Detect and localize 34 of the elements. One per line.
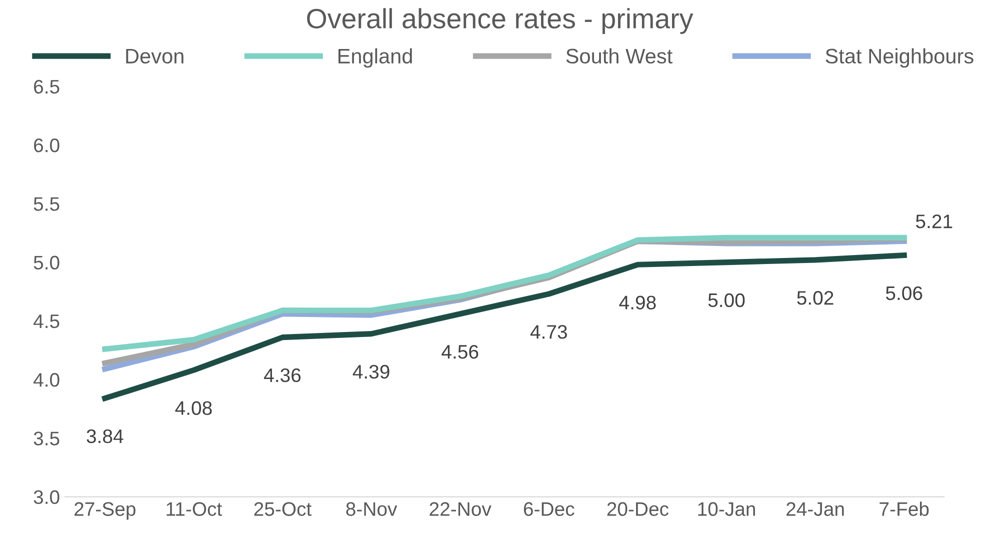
legend-label: Stat Neighbours bbox=[826, 48, 974, 68]
y-tick-label: 5.0 bbox=[34, 256, 60, 270]
legend-label: Devon bbox=[126, 48, 184, 64]
data-label: 5.02 bbox=[797, 291, 834, 305]
x-tick-label: 8-Nov bbox=[346, 502, 398, 516]
x-tick-label: 24-Jan bbox=[786, 502, 844, 516]
y-tick-label: 3.5 bbox=[34, 432, 60, 446]
x-tick-label: 7-Feb bbox=[880, 502, 929, 516]
legend-label: South West bbox=[566, 48, 672, 64]
x-tick-label: 20-Dec bbox=[607, 502, 669, 516]
x-tick-label: 11-Oct bbox=[166, 502, 222, 516]
data-label: 4.08 bbox=[175, 401, 212, 415]
data-label: 3.84 bbox=[86, 429, 124, 444]
y-tick-label: 4.0 bbox=[33, 373, 60, 387]
x-tick-label: 25-Oct bbox=[254, 502, 312, 516]
x-tick-label: 22-Nov bbox=[430, 502, 492, 516]
data-label: 4.36 bbox=[264, 368, 301, 382]
x-tick-label: 10-Jan bbox=[698, 502, 755, 516]
x-tick-label: 27-Sep bbox=[74, 502, 136, 520]
y-tick-label: 3.0 bbox=[34, 490, 60, 504]
x-tick-label: 6-Dec bbox=[524, 502, 574, 516]
y-tick-label: 5.5 bbox=[34, 197, 60, 211]
data-label: 5.00 bbox=[708, 293, 745, 308]
y-tick-label: 6.0 bbox=[34, 138, 60, 152]
data-label: 4.39 bbox=[352, 364, 390, 379]
y-tick-label: 6.5 bbox=[34, 80, 60, 94]
legend-label: England bbox=[338, 48, 412, 68]
data-label: 4.56 bbox=[442, 344, 478, 359]
data-label: 4.73 bbox=[530, 325, 567, 339]
y-tick-label: 4.5 bbox=[33, 314, 60, 328]
chart-title: Overall absence rates - primary bbox=[307, 8, 694, 34]
data-label: 5.06 bbox=[886, 286, 922, 300]
data-label: 4.98 bbox=[619, 296, 656, 310]
annotation: 5.21 bbox=[916, 214, 952, 228]
